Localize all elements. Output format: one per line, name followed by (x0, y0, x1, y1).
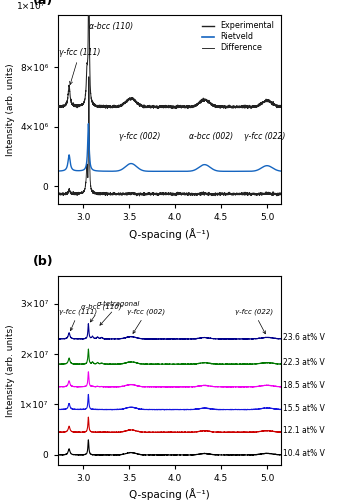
Text: 23.6 at% V: 23.6 at% V (283, 333, 324, 342)
Text: σ-tetragonal: σ-tetragonal (97, 301, 140, 325)
Text: 18.5 at% V: 18.5 at% V (283, 381, 324, 390)
Text: 1×10⁷: 1×10⁷ (17, 2, 46, 11)
Text: γ-fcc (022): γ-fcc (022) (244, 132, 285, 140)
Text: γ-fcc (002): γ-fcc (002) (119, 132, 161, 140)
Y-axis label: Intensity (arb. units): Intensity (arb. units) (6, 63, 15, 156)
Text: 22.3 at% V: 22.3 at% V (283, 358, 324, 367)
Text: α-bcc (110): α-bcc (110) (81, 304, 121, 322)
Text: γ-fcc (022): γ-fcc (022) (235, 308, 273, 334)
Text: α-bcc (110): α-bcc (110) (89, 22, 134, 32)
Legend: Experimental, Rietveld, Difference: Experimental, Rietveld, Difference (199, 19, 277, 55)
Text: 15.5 at% V: 15.5 at% V (283, 404, 324, 412)
Text: γ-fcc (111): γ-fcc (111) (59, 308, 98, 330)
Text: 12.1 at% V: 12.1 at% V (283, 426, 324, 435)
X-axis label: Q-spacing (Å⁻¹): Q-spacing (Å⁻¹) (129, 228, 210, 239)
Y-axis label: Intensity (arb. units): Intensity (arb. units) (6, 324, 15, 417)
Text: γ-fcc (002): γ-fcc (002) (127, 308, 166, 334)
Text: (a): (a) (33, 0, 53, 8)
X-axis label: Q-spacing (Å⁻¹): Q-spacing (Å⁻¹) (129, 488, 210, 500)
Text: α-bcc (002): α-bcc (002) (189, 132, 233, 140)
Text: (b): (b) (32, 256, 53, 268)
Text: γ-fcc (111): γ-fcc (111) (59, 48, 100, 84)
Text: 10.4 at% V: 10.4 at% V (283, 449, 324, 458)
